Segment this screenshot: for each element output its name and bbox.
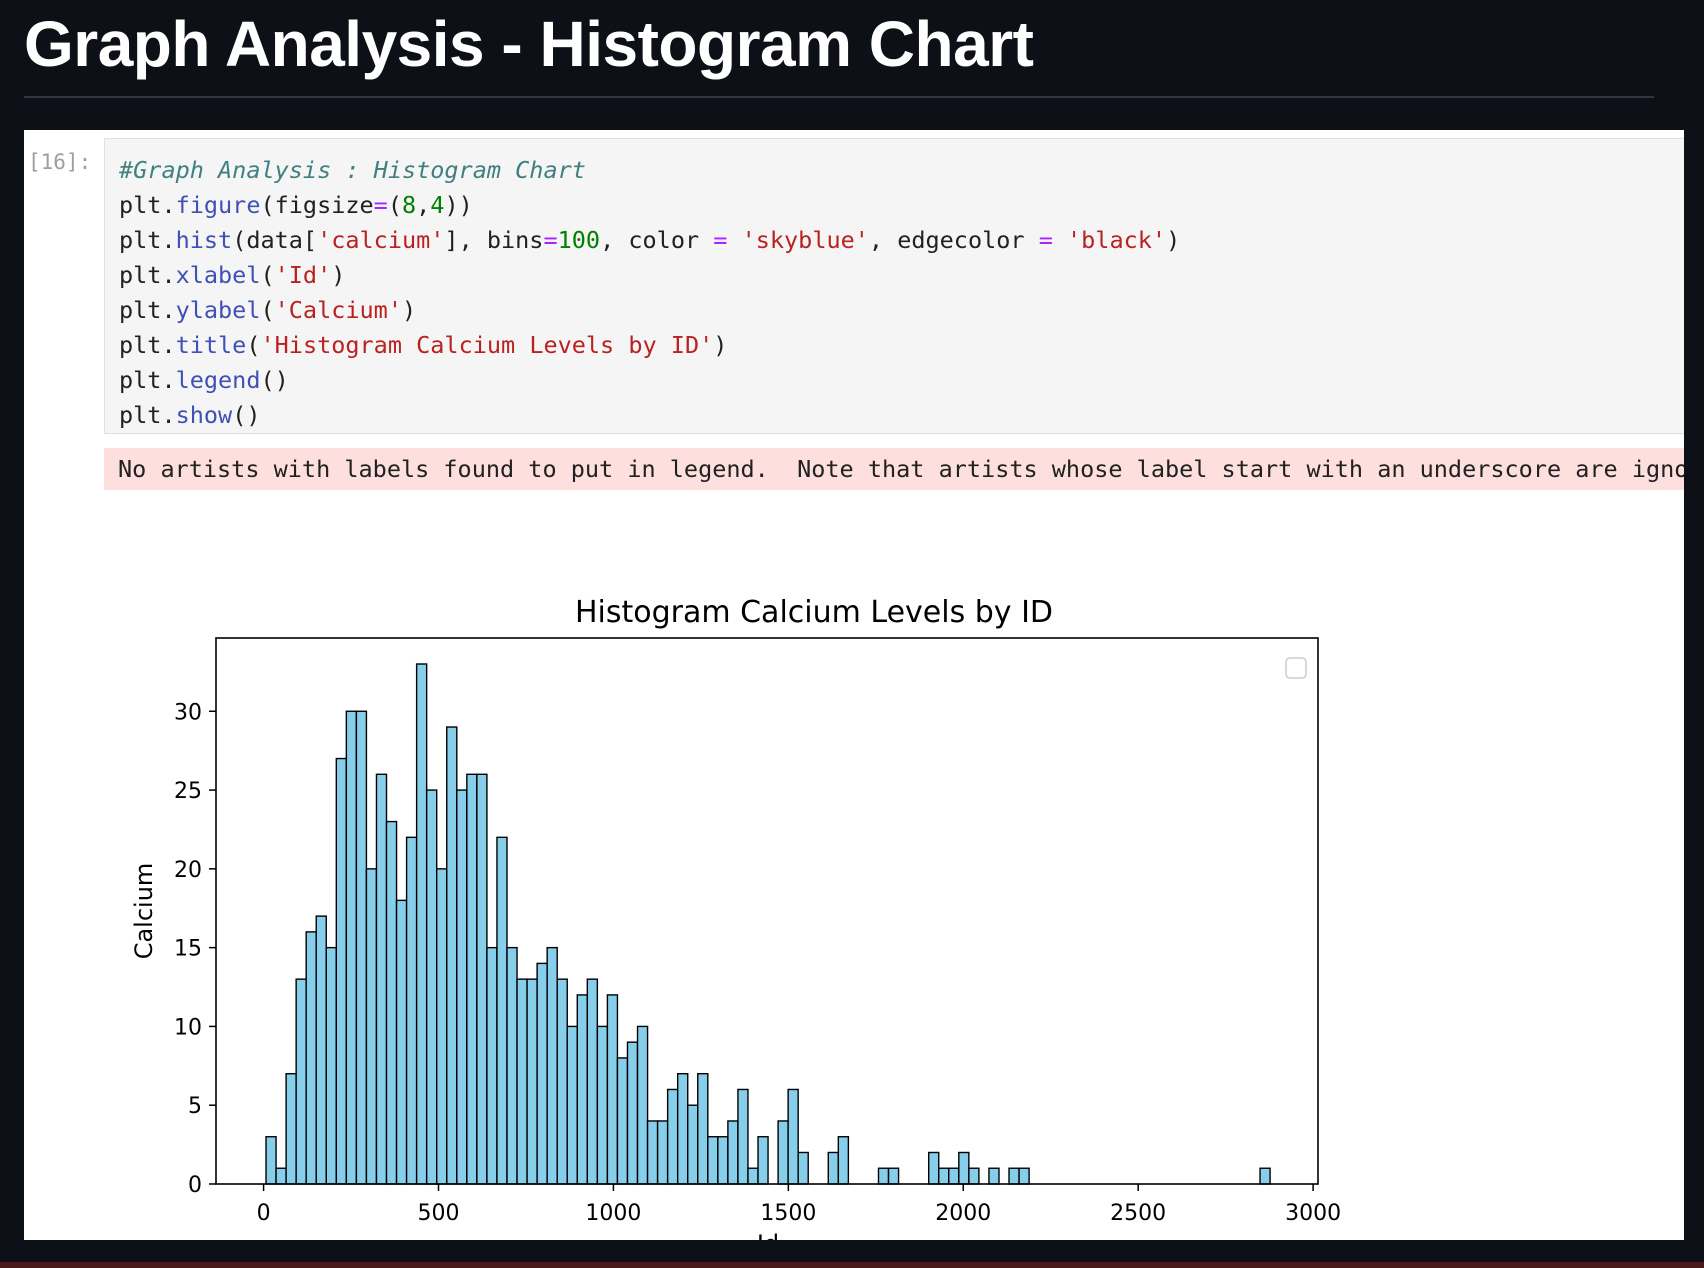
histogram-bar (616, 1057, 629, 1185)
histogram-bar (626, 1041, 639, 1185)
histogram-bar (656, 1120, 669, 1185)
histogram-bar (496, 836, 508, 1185)
histogram-bar (305, 931, 317, 1185)
histogram-bar (355, 710, 368, 1185)
histogram-bar (938, 1167, 950, 1185)
y-tick-label: 5 (188, 1094, 202, 1119)
code-text[interactable]: #Graph Analysis : Histogram Chart plt.fi… (119, 156, 1181, 429)
page-title: Graph Analysis - Histogram Chart (24, 8, 1034, 80)
legend-box (1285, 657, 1307, 679)
histogram-bar (968, 1167, 980, 1185)
histogram-bar (958, 1151, 970, 1185)
title-divider (24, 96, 1654, 98)
histogram-bar (596, 1025, 609, 1185)
histogram-bar (1008, 1167, 1020, 1185)
histogram-bar (676, 1072, 689, 1185)
histogram-bar (516, 978, 528, 1185)
histogram-bar (717, 1136, 729, 1185)
histogram-bar (586, 978, 599, 1185)
y-tick-label: 20 (174, 858, 202, 883)
histogram-bar (707, 1136, 719, 1185)
histogram-bar (877, 1167, 890, 1185)
histogram-bar (466, 773, 478, 1185)
x-tick-label: 1500 (760, 1201, 816, 1226)
cell-prompt: [16]: (28, 150, 92, 174)
histogram-bar (506, 946, 518, 1185)
histogram-chart: Histogram Calcium Levels by ID 0 500 1000 1… (130, 595, 1341, 1240)
histogram-bar (335, 757, 348, 1185)
histogram-bar (697, 1072, 709, 1185)
chart-title: Histogram Calcium Levels by ID (575, 595, 1053, 630)
histogram-bar (415, 663, 428, 1185)
histogram-bar (365, 868, 378, 1185)
histogram-bar (887, 1167, 900, 1185)
y-tick-label: 10 (174, 1015, 202, 1040)
histogram-bar (536, 962, 548, 1185)
histogram-bar (988, 1167, 1000, 1185)
histogram-bar (606, 994, 619, 1185)
histogram-bar (757, 1136, 769, 1185)
x-tick-label: 0 (257, 1201, 271, 1226)
histogram-bar (777, 1120, 789, 1185)
histogram-bar (1259, 1167, 1271, 1185)
histogram-bar (456, 789, 468, 1185)
histogram-bar (927, 1151, 940, 1185)
histogram-bar (576, 994, 589, 1185)
histogram-bar (345, 710, 358, 1185)
histogram-bar (687, 1104, 699, 1185)
y-tick-label: 0 (188, 1173, 202, 1198)
histogram-bar (827, 1151, 840, 1185)
histogram-bar (436, 868, 448, 1185)
histogram-bar (666, 1088, 679, 1185)
x-tick-label: 3000 (1285, 1201, 1341, 1226)
histogram-bar (395, 899, 408, 1185)
y-tick-label: 25 (174, 779, 202, 804)
histogram-bar (526, 978, 538, 1185)
histogram-bar (405, 836, 418, 1185)
histogram-bar (787, 1088, 799, 1185)
x-axis-label: Id (757, 1230, 779, 1240)
x-tick-label: 1000 (585, 1201, 641, 1226)
histogram-bar (546, 946, 558, 1185)
histogram-bar (486, 946, 498, 1185)
histogram-bar (375, 773, 388, 1185)
histogram-bar (476, 773, 488, 1185)
histogram-bar (265, 1136, 277, 1185)
histogram-bar (747, 1167, 759, 1185)
histogram-bar (325, 946, 338, 1185)
y-axis-label: Calcium (130, 863, 158, 960)
histogram-bar (737, 1088, 749, 1185)
histogram-bar (566, 1025, 578, 1185)
histogram-bar (275, 1167, 287, 1185)
notebook-cell[interactable]: [16]: #Graph Analysis : Histogram Chart … (24, 130, 1684, 1240)
bars-group (265, 663, 1271, 1185)
histogram-bar (446, 726, 458, 1185)
histogram-bar (727, 1120, 739, 1185)
histogram-bar (797, 1151, 809, 1185)
y-tick-label: 15 (174, 937, 202, 962)
histogram-bar (636, 1025, 649, 1185)
x-tick-label: 500 (417, 1201, 459, 1226)
histogram-bar (837, 1136, 850, 1185)
x-tick-label: 2500 (1110, 1201, 1166, 1226)
histogram-bar (295, 978, 307, 1185)
histogram-bar (385, 820, 398, 1185)
histogram-bar (425, 789, 438, 1185)
histogram-bar (285, 1072, 297, 1185)
histogram-bar (315, 915, 327, 1185)
axes-group: 0 500 1000 1500 2000 2500 3000 0 5 10 15 20 25 30 (174, 700, 1341, 1226)
y-tick-label: 30 (174, 700, 202, 725)
histogram-bar (1018, 1167, 1030, 1185)
histogram-bar (646, 1120, 659, 1185)
x-tick-label: 2000 (935, 1201, 991, 1226)
bottom-bar (0, 1262, 1704, 1268)
code-editor[interactable]: #Graph Analysis : Histogram Chart plt.fi… (104, 138, 1684, 434)
histogram-bar (556, 978, 568, 1185)
histogram-bar (948, 1167, 960, 1185)
plot-frame (215, 637, 1319, 1185)
stderr-warning: No artists with labels found to put in l… (104, 448, 1684, 490)
